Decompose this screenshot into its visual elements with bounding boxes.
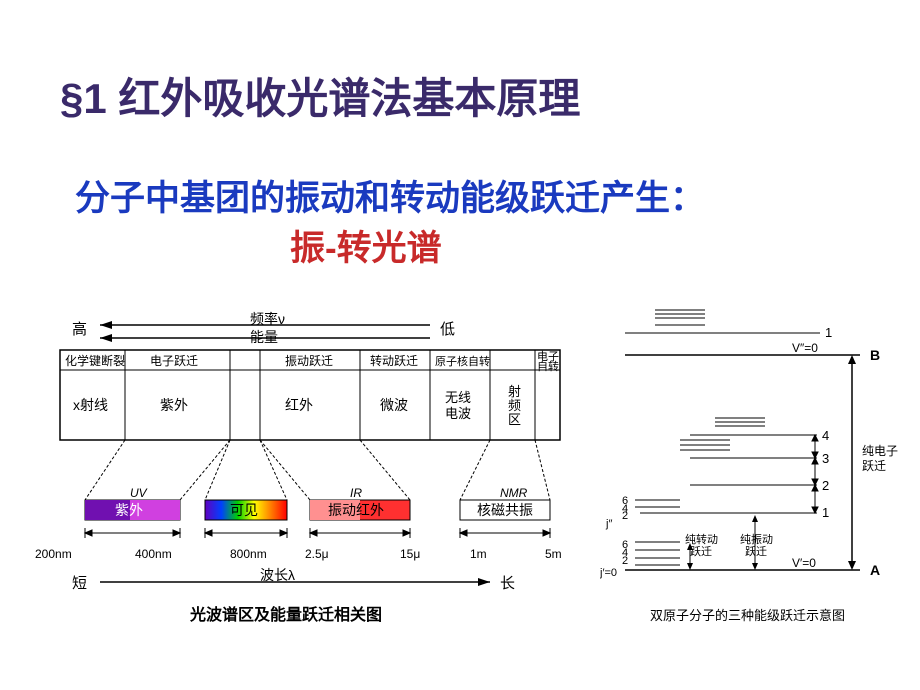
jpp: j″ xyxy=(605,518,612,530)
freq-label: 频率ν xyxy=(250,311,285,327)
l3: 3 xyxy=(822,451,829,466)
r2-1: 紫外 xyxy=(160,397,188,413)
energy-level-diagram: B 1 V″=0 4 3 2 1 纯电子 跃迁 xyxy=(600,300,900,650)
side-b: B xyxy=(870,347,880,363)
spectrum-diagram: 频率ν 能量 高 低 化学键断裂 电子跃迁 振动跃迁 转动跃迁 原子核自转 电子… xyxy=(30,310,590,650)
v0a: V′=0 xyxy=(792,556,816,570)
vib2: 跃迁 xyxy=(745,544,767,558)
r2-0: x射线 xyxy=(73,397,108,413)
left-caption: 光波谱区及能量跃迁相关图 xyxy=(189,605,382,624)
r2-4b: 电波 xyxy=(445,406,471,421)
r2-2: 红外 xyxy=(285,397,313,413)
pe1: 纯电子 xyxy=(862,444,898,458)
ir-label: IR xyxy=(350,486,362,500)
j1: 1 xyxy=(822,505,829,520)
s1: 400nm xyxy=(135,547,172,561)
high-label: 高 xyxy=(72,321,87,338)
r2-4a: 无线 xyxy=(445,390,471,405)
rot2: 跃迁 xyxy=(690,544,712,558)
jp: j′=0 xyxy=(600,567,617,579)
side-a: A xyxy=(870,562,880,578)
bar-nmr: 核磁共振 xyxy=(477,502,533,518)
bar-ir: 振动红外 xyxy=(328,502,384,518)
uv-label: UV xyxy=(130,486,148,500)
low-label: 低 xyxy=(440,321,455,338)
s4: 15μ xyxy=(400,547,420,561)
bar-uv: 紫外 xyxy=(115,502,143,518)
r1-5b: 自转 xyxy=(537,359,559,373)
bar-vis: 可见 xyxy=(230,502,258,518)
v0b: V″=0 xyxy=(792,341,818,355)
svg-text:射: 射 xyxy=(508,384,521,399)
r2-3: 微波 xyxy=(380,397,408,413)
vib1: 纯振动 xyxy=(740,532,773,546)
s6: 5m xyxy=(545,547,562,561)
r1-0: 化学键断裂 xyxy=(65,353,125,368)
right-caption: 双原子分子的三种能级跃迁示意图 xyxy=(650,608,845,623)
short: 短 xyxy=(72,575,87,592)
l4: 4 xyxy=(822,428,829,443)
nmr-label: NMR xyxy=(500,486,528,500)
s5: 1m xyxy=(470,547,487,561)
energy-label: 能量 xyxy=(250,329,278,345)
s2: 800nm xyxy=(230,547,267,561)
subtitle-red: 振-转光谱 xyxy=(290,220,442,271)
j2b: 2 xyxy=(622,555,628,567)
r1-1: 电子跃迁 xyxy=(150,354,198,368)
svg-text:频: 频 xyxy=(508,398,521,413)
lvl1: 1 xyxy=(825,325,832,340)
svg-text:区: 区 xyxy=(508,412,521,427)
long: 长 xyxy=(500,575,515,592)
slide-title: §1 红外吸收光谱法基本原理 xyxy=(60,65,580,126)
r1-4: 原子核自转 xyxy=(435,354,490,368)
s0: 200nm xyxy=(35,547,72,561)
subtitle-blue: 分子中基团的振动和转动能级跃迁产生： xyxy=(75,170,705,221)
rot1: 纯转动 xyxy=(685,532,718,546)
pe2: 跃迁 xyxy=(862,459,886,473)
wave: 波长λ xyxy=(260,567,295,583)
l2: 2 xyxy=(822,478,829,493)
r1-3: 转动跃迁 xyxy=(370,353,418,368)
s3: 2.5μ xyxy=(305,547,329,561)
j2a: 2 xyxy=(622,510,628,522)
r1-2: 振动跃迁 xyxy=(285,354,333,368)
